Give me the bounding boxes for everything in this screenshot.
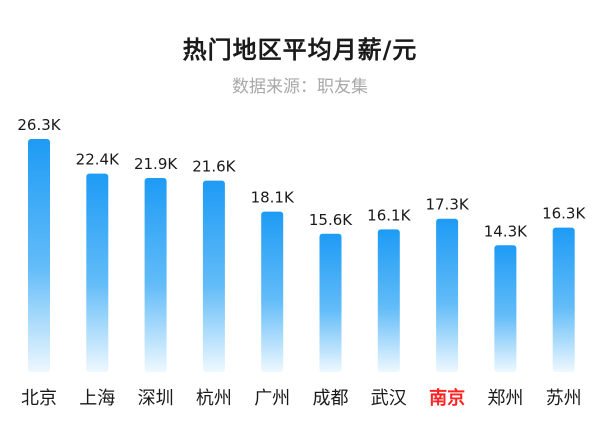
chart-subtitle: 数据来源：职友集 <box>232 77 368 97</box>
category-label: 杭州 <box>196 388 232 409</box>
category-label: 南京 <box>429 387 465 409</box>
category-label: 武汉 <box>371 388 407 409</box>
bar-南京 <box>436 218 459 372</box>
bar-杭州 <box>202 180 225 372</box>
bar-苏州 <box>552 227 575 372</box>
bar-深圳 <box>144 178 167 372</box>
category-label: 北京 <box>21 388 57 409</box>
category-label: 广州 <box>254 388 290 409</box>
bars-group: 26.3K 北京 22.4K 上海 21.9K 深圳 21.6K 杭州 18.1K 广州 15.6K… <box>17 116 586 409</box>
bar-成都 <box>319 233 342 372</box>
value-label: 21.6K <box>192 158 236 176</box>
category-label: 郑州 <box>487 388 523 409</box>
value-label: 26.3K <box>17 116 61 134</box>
value-label: 18.1K <box>251 189 295 207</box>
category-label: 上海 <box>79 388 115 409</box>
value-label: 15.6K <box>309 211 353 229</box>
category-label: 苏州 <box>546 388 582 409</box>
bar-北京 <box>28 139 50 372</box>
category-label: 深圳 <box>138 388 174 409</box>
value-label: 16.1K <box>367 206 411 224</box>
bar-广州 <box>261 211 284 372</box>
value-label: 16.3K <box>542 205 586 223</box>
bar-武汉 <box>377 229 400 372</box>
value-label: 17.3K <box>425 196 469 214</box>
value-label: 21.9K <box>134 155 178 173</box>
category-label: 成都 <box>313 388 349 409</box>
bar-上海 <box>86 173 109 372</box>
chart-title: 热门地区平均月薪/元 <box>182 36 418 64</box>
value-label: 14.3K <box>484 222 528 240</box>
value-label: 22.4K <box>76 151 120 169</box>
bar-郑州 <box>494 245 517 372</box>
